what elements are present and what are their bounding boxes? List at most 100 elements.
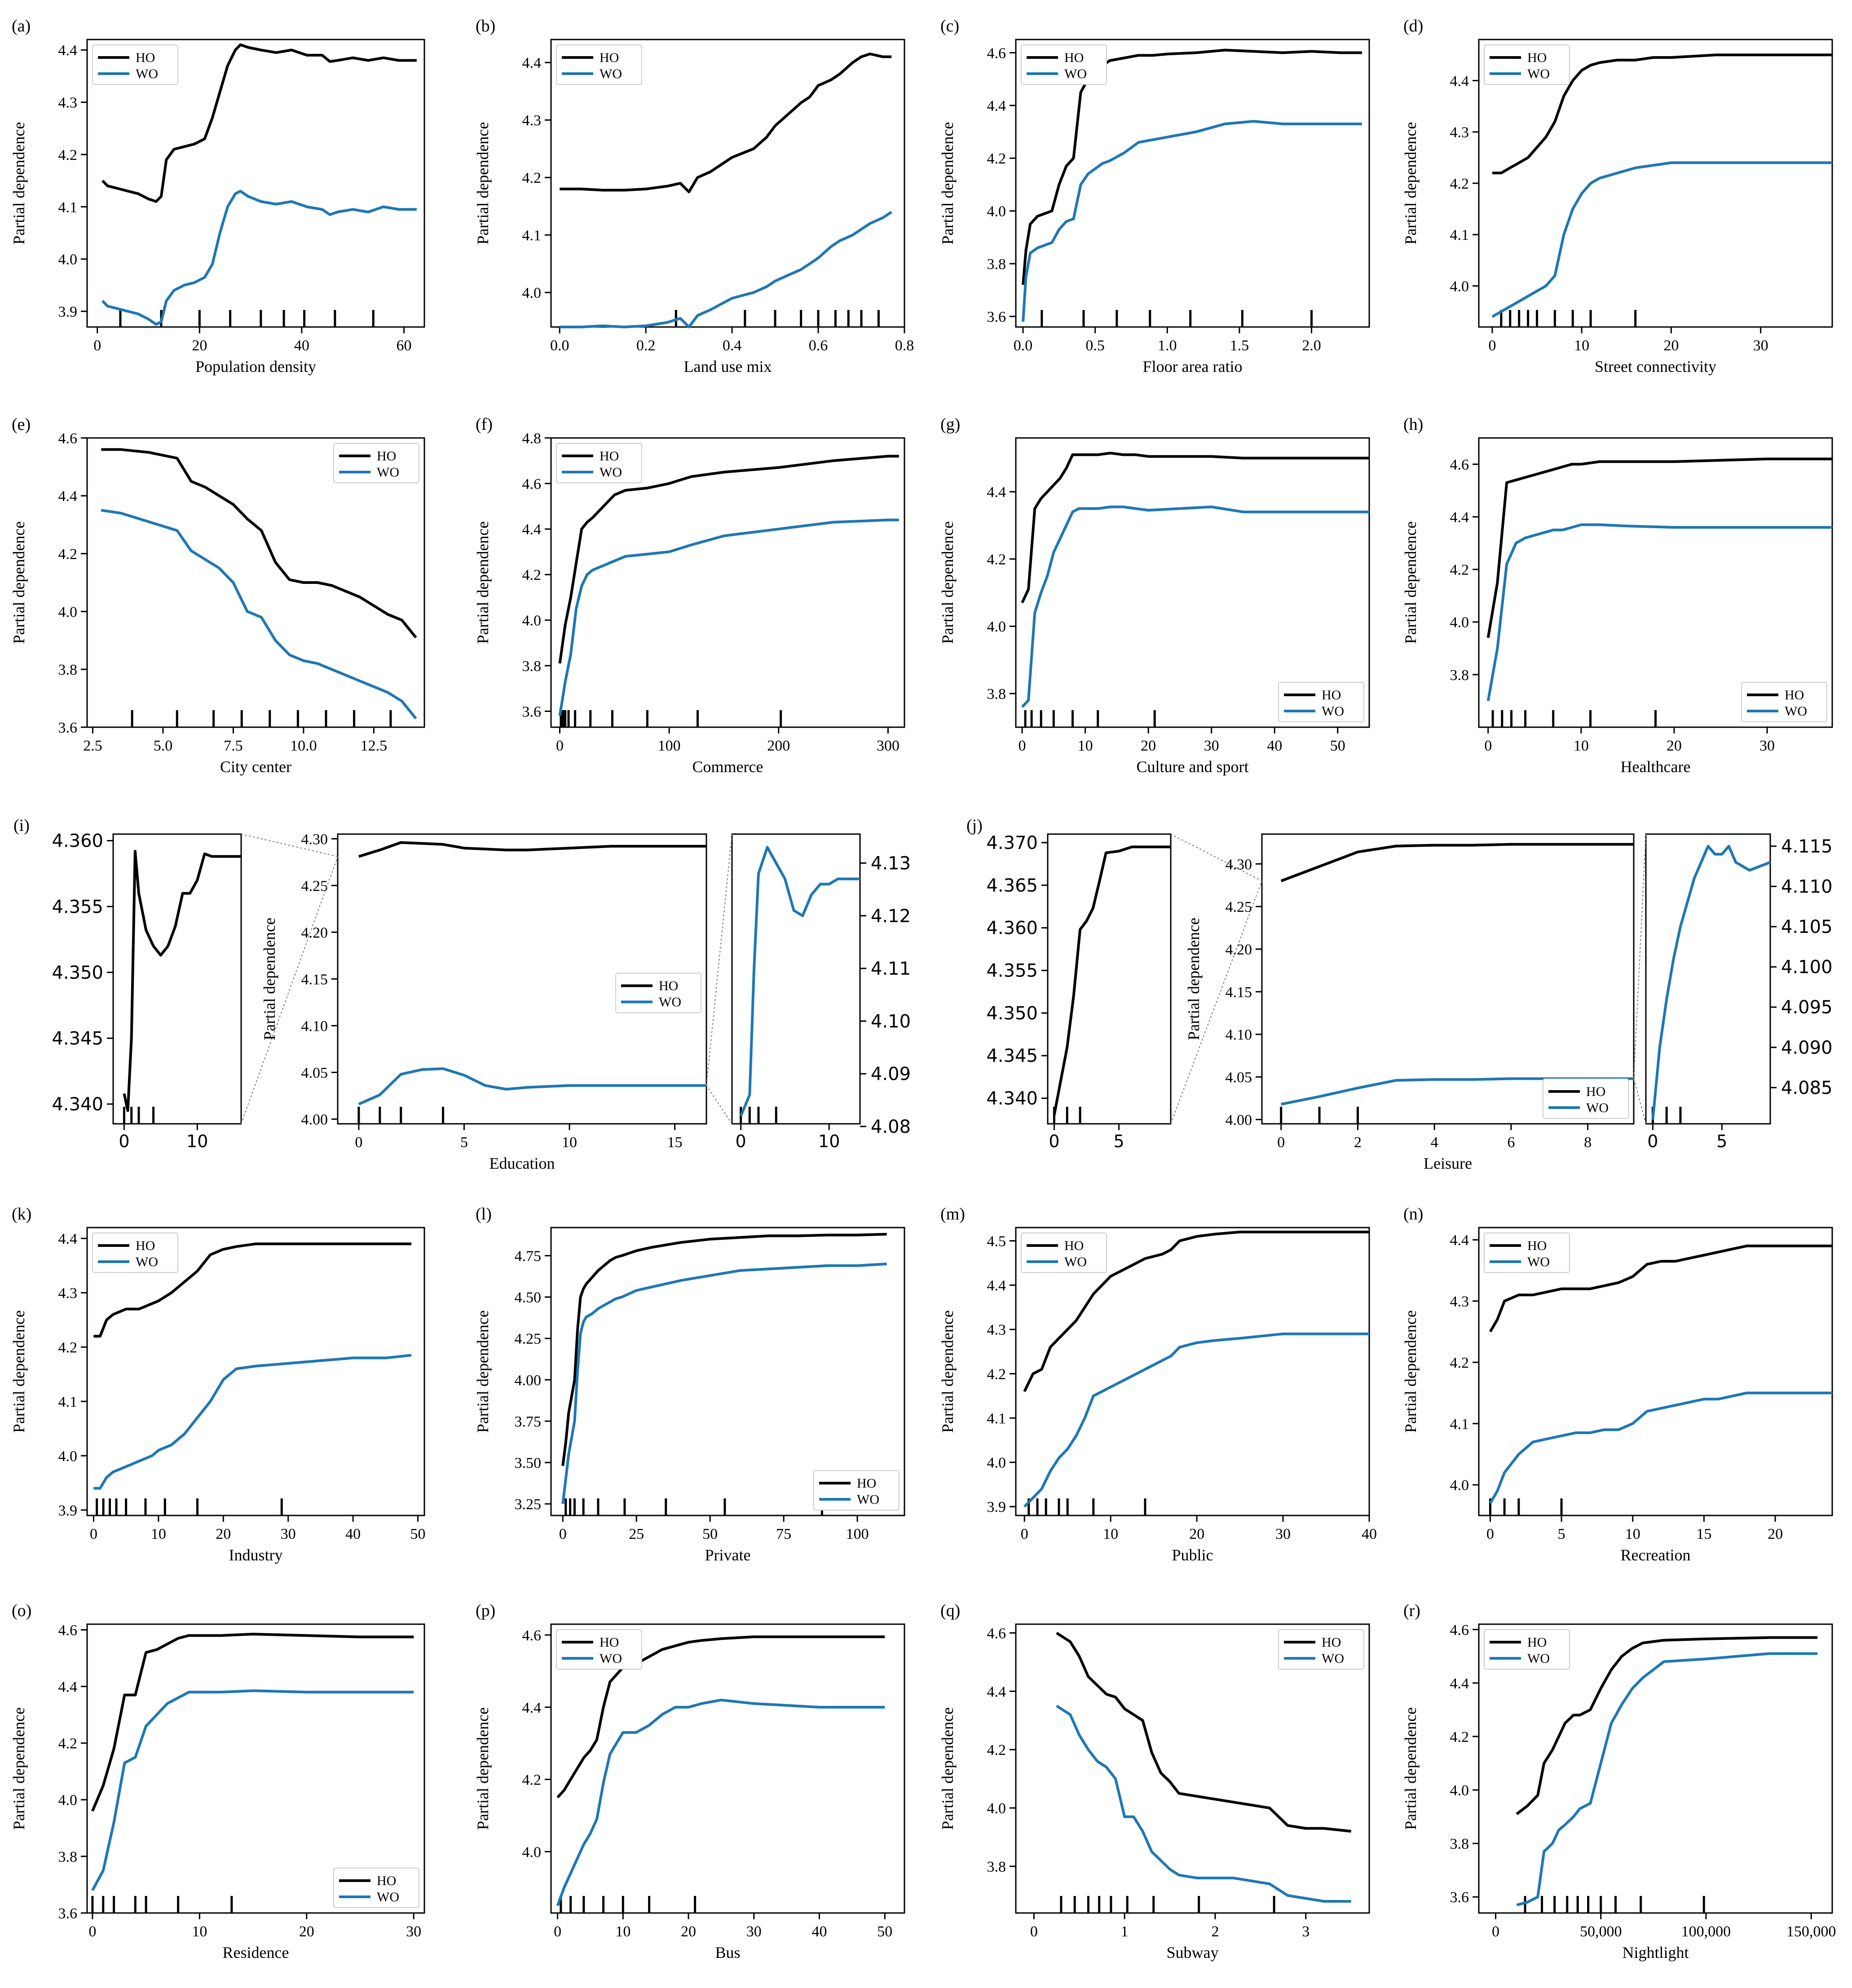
panel-l-ytick-label: 4.50	[515, 1290, 542, 1306]
panel-i-main-ytick-label: 4.15	[301, 971, 328, 988]
panel-p-frame	[550, 1623, 905, 1914]
panel-l-series-ho	[561, 1233, 887, 1466]
panel-o-xtick-label: 20	[299, 1923, 314, 1940]
panel-f-ytick-label: 4.6	[522, 476, 542, 492]
panel-j-main-ytick-label: 4.15	[1226, 984, 1252, 1001]
panel-j-zoom-connector	[1633, 834, 1646, 1079]
panel-r-ylabel: Partial dependence	[1402, 1707, 1420, 1830]
legend-box	[1484, 1629, 1570, 1670]
panel-q-series-wo	[1056, 1705, 1351, 1903]
panel-e-label: (e)	[12, 415, 31, 434]
panel-k-xtick-label: 10	[151, 1526, 166, 1542]
panel-j-main-ytick-label: 4.25	[1226, 899, 1252, 915]
panel-l: (l) 0 25 50 75 100 3.25 3.50 3.75 4.00 4.25 4.50 4.7…	[474, 1205, 905, 1564]
panel-j-left-inset-frame	[1047, 833, 1172, 1125]
legend-label-ho: HO	[1586, 1084, 1605, 1099]
panel-o-ytick-label: 4.0	[58, 1792, 78, 1809]
panel-c-series-wo	[1022, 120, 1362, 322]
panel-q-xtick-label: 0	[1030, 1923, 1038, 1940]
panel-l-frame	[550, 1227, 905, 1516]
panel-j-right-inset-xtick-label: 5	[1716, 1131, 1727, 1151]
panel-a-label: (a)	[12, 17, 31, 35]
panel-j-zoom-connector	[1633, 1078, 1646, 1124]
panel-d-label: (d)	[1403, 17, 1423, 35]
panel-a-ytick-label: 4.4	[58, 42, 78, 59]
panel-c-ytick-label: 4.6	[987, 45, 1006, 62]
panel-k-label: (k)	[12, 1205, 31, 1224]
panel-d-xlabel: Street connectivity	[1595, 358, 1716, 376]
panel-q-xtick-label: 3	[1302, 1923, 1310, 1940]
panel-m-ytick-label: 4.5	[987, 1233, 1006, 1250]
panel-b-series-ho	[560, 53, 892, 194]
panel-c-ytick-label: 3.6	[987, 309, 1006, 325]
panel-b: (b) 0.0 0.2 0.4 0.6 0.8 4.0 4.1 4.2 4.3 4.4 Land us…	[474, 17, 914, 376]
panel-o-ytick-label: 4.2	[58, 1736, 78, 1752]
legend-box	[92, 44, 178, 85]
panel-j-zoom-connector	[1170, 880, 1262, 1124]
legend-label-ho: HO	[1322, 1635, 1341, 1650]
panel-j-main-xtick-label: 6	[1507, 1134, 1515, 1151]
panel-r-xtick-label: 150,000	[1786, 1923, 1836, 1940]
panel-k-series-ho	[93, 1242, 412, 1338]
panel-p: (p) 0 10 20 30 40 50 4.0 4.2 4.4 4.6 Bus Partial dep…	[474, 1601, 905, 1961]
panel-i-main-ytick-label: 4.10	[301, 1018, 328, 1034]
legend-label-wo: WO	[1322, 1651, 1344, 1666]
panel-q: (q) 0 1 2 3 3.8 4.0 4.2 4.4 4.6 Subway Partial depe…	[939, 1601, 1370, 1961]
panel-p-xtick-label: 30	[746, 1923, 762, 1940]
legend-box	[615, 972, 701, 1013]
legend-label-wo: WO	[600, 66, 622, 81]
panel-n-xtick-label: 15	[1696, 1526, 1711, 1542]
panel-r-xtick-label: 0	[1492, 1923, 1499, 1940]
panel-g-xtick-label: 0	[1019, 738, 1026, 754]
panel-f-frame	[550, 437, 905, 728]
panel-d-ytick-label: 4.1	[1450, 227, 1469, 243]
panel-q-frame	[1015, 1623, 1370, 1914]
panel-j-main-ytick-label: 4.10	[1226, 1027, 1252, 1043]
panel-i-left-inset-xtick-label: 10	[186, 1131, 208, 1151]
panel-f-xtick-label: 300	[877, 738, 900, 754]
panel-q-ytick-label: 4.0	[987, 1800, 1006, 1817]
panel-m-xtick-label: 40	[1362, 1526, 1377, 1542]
panel-n-frame	[1478, 1227, 1833, 1516]
panel-d-xtick-label: 30	[1753, 337, 1768, 354]
panel-i-main-xtick-label: 0	[355, 1134, 362, 1151]
panel-l-xtick-label: 50	[702, 1526, 718, 1542]
panel-q-ylabel: Partial dependence	[939, 1707, 957, 1830]
legend-label-wo: WO	[136, 66, 158, 81]
panel-i-left-inset-ytick-label: 4.355	[52, 897, 103, 917]
legend-label-wo: WO	[600, 465, 622, 480]
panel-e-xtick-label: 7.5	[224, 738, 243, 754]
panel-p-xlabel: Bus	[715, 1944, 740, 1961]
panel-h-legend: HO WO	[1741, 682, 1827, 722]
panel-e-xtick-label: 2.5	[83, 738, 102, 754]
panel-h-xtick-label: 20	[1667, 738, 1682, 754]
panel-o-frame	[86, 1623, 425, 1914]
panel-l-xlabel: Private	[705, 1546, 751, 1564]
panel-g-ytick-label: 4.4	[987, 484, 1006, 501]
panel-i-zoom-connector	[241, 856, 338, 1124]
panel-e: (e) 2.5 5.0 7.5 10.0 12.5 3.6 3.8 4.0 4.2 4.4 4.6 Ci…	[10, 415, 425, 776]
panel-b-xtick-label: 0.6	[809, 337, 828, 354]
legend-label-wo: WO	[1527, 66, 1550, 81]
panel-q-ytick-label: 3.8	[987, 1859, 1006, 1875]
panel-j-left-inset-ytick-label: 4.345	[986, 1046, 1038, 1066]
panel-b-ytick-label: 4.2	[522, 170, 542, 186]
legend-label-ho: HO	[136, 50, 155, 65]
panel-n-xtick-label: 10	[1625, 1526, 1640, 1542]
panel-k-ytick-label: 4.2	[58, 1339, 78, 1356]
panel-o-xlabel: Residence	[223, 1944, 289, 1961]
panel-l-xtick-label: 100	[846, 1526, 869, 1542]
panel-r-ytick-label: 3.6	[1450, 1889, 1469, 1906]
panel-o-label: (o)	[12, 1601, 31, 1620]
panel-f-ytick-label: 4.0	[522, 613, 542, 629]
panel-q-ytick-label: 4.2	[987, 1742, 1006, 1758]
panel-l-ytick-label: 3.25	[515, 1496, 542, 1513]
panel-m-label: (m)	[940, 1205, 965, 1224]
panel-b-xtick-label: 0.8	[895, 337, 914, 354]
panel-i-main-series-wo	[358, 1067, 706, 1106]
panel-m-ytick-label: 4.4	[987, 1277, 1006, 1294]
legend-box	[813, 1470, 900, 1511]
panel-j-right-inset-xtick-label: 0	[1647, 1131, 1658, 1151]
panel-h-ylabel: Partial dependence	[1402, 521, 1420, 644]
